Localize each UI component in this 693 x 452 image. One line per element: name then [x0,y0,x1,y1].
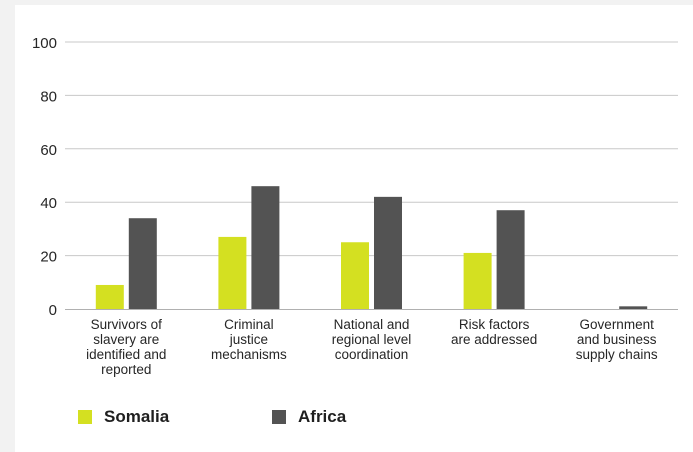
y-axis-ticks: 0 20 40 60 80 100 [32,35,57,319]
y-tick-label-20: 20 [40,249,57,266]
x-tick-label-government: Government and business supply chains [576,317,658,362]
legend-label-somalia: Somalia [104,407,170,426]
legend-item-africa: Africa [272,406,346,428]
x-tick-label-survivors-of: Survivors of slavery are identified and rep… [86,317,166,377]
gridlines [65,41,678,257]
legend-swatch-somalia [78,410,92,424]
y-tick-label-60: 60 [40,142,57,159]
bar-africa-government [619,306,648,309]
y-tick-label-80: 80 [40,88,57,105]
x-axis-labels: Survivors of slavery are identified and rep… [86,317,658,377]
bar-africa-survivors-of [128,218,157,309]
y-tick-label-100: 100 [32,35,57,52]
legend-label-africa: Africa [298,407,347,426]
bar-somalia-risk-factors [463,252,492,309]
legend-swatch-africa [272,410,286,424]
legend-item-somalia: Somalia [78,406,169,428]
bar-africa-criminal [251,186,280,309]
bar-somalia-national-and [341,242,369,309]
chart-panel [15,5,693,452]
x-tick-label-risk-factors: Risk factors are addressed [451,317,537,347]
bar-somalia-criminal [218,236,247,309]
bar-africa-national-and [374,196,402,309]
bars [95,186,648,309]
x-tick-label-national-and: National and regional level coordination [332,317,412,362]
y-tick-label-40: 40 [40,195,57,212]
x-tick-label-criminal: Criminal justice mechanisms [211,317,287,362]
bar-somalia-survivors-of [95,284,124,309]
bar-africa-risk-factors [496,210,525,309]
y-tick-label-0: 0 [49,302,57,319]
